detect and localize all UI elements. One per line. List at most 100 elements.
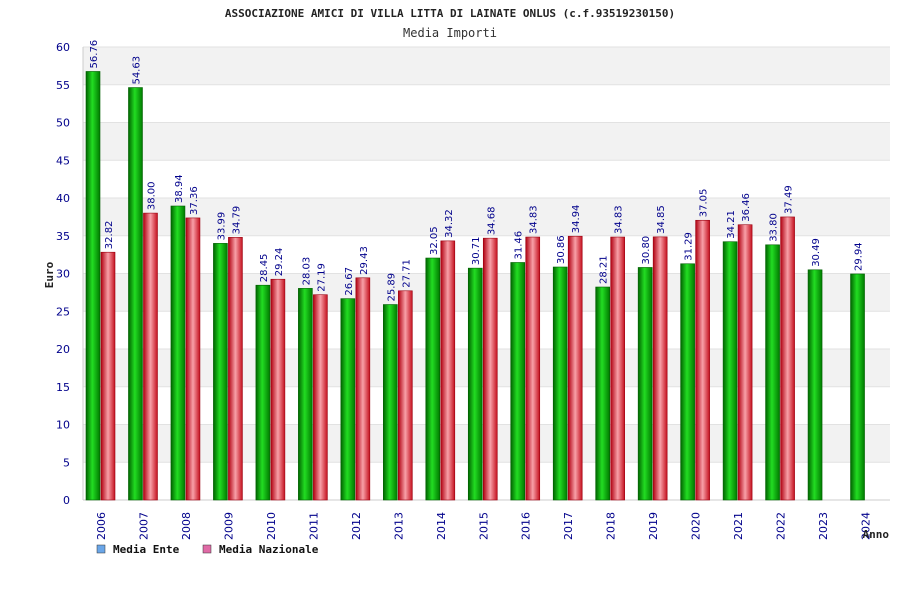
x-tick-label: 2010 xyxy=(265,512,278,540)
bar-media-nazionale-2010 xyxy=(270,278,286,501)
data-label: 29.24 xyxy=(274,248,285,277)
data-label: 30.80 xyxy=(641,236,652,265)
grid-band xyxy=(83,122,890,161)
data-label: 30.86 xyxy=(556,235,567,264)
bar-media-ente-2007 xyxy=(128,87,143,501)
bars xyxy=(85,71,865,501)
y-tick-label: 5 xyxy=(63,456,70,469)
x-tick-label: 2014 xyxy=(435,512,448,540)
data-label: 30.71 xyxy=(471,236,482,265)
y-tick-label: 10 xyxy=(56,419,70,432)
bar-media-nazionale-2020 xyxy=(695,219,710,501)
y-tick-label: 30 xyxy=(56,268,70,281)
data-label: 37.49 xyxy=(784,185,795,214)
x-tick-label: 2006 xyxy=(95,512,108,540)
x-tick-label: 2017 xyxy=(562,512,575,540)
y-tick-label: 45 xyxy=(56,154,70,167)
bar-media-nazionale-2011 xyxy=(313,294,328,501)
x-axis-label: Anno xyxy=(863,528,890,541)
bar-media-ente-2018 xyxy=(595,286,610,501)
data-label: 34.94 xyxy=(571,205,582,234)
x-tick-label: 2008 xyxy=(180,512,193,540)
bar-media-nazionale-2012 xyxy=(355,277,371,501)
data-label: 28.03 xyxy=(301,257,312,286)
data-label: 34.68 xyxy=(486,207,497,236)
data-label: 34.83 xyxy=(614,205,625,234)
bar-media-nazionale-2018 xyxy=(610,236,625,501)
x-tick-label: 2024 xyxy=(860,512,873,540)
data-labels: 56.76 32.82 54.63 38.00 38.94 37.36 33.99 34.79… xyxy=(89,40,865,302)
data-label: 38.00 xyxy=(146,181,157,210)
bar-media-ente-2020 xyxy=(680,263,695,501)
data-label: 54.63 xyxy=(131,56,142,85)
y-tick-label: 20 xyxy=(56,343,70,356)
data-label: 33.80 xyxy=(769,213,780,242)
bar-media-nazionale-2008 xyxy=(185,217,201,501)
x-tick-label: 2011 xyxy=(307,512,320,540)
data-label: 26.67 xyxy=(344,267,355,296)
y-tick-label: 60 xyxy=(56,41,70,54)
data-label: 36.46 xyxy=(741,193,752,222)
grid-band xyxy=(83,198,890,236)
grid-band xyxy=(83,160,890,198)
bar-media-nazionale-2014 xyxy=(440,240,456,501)
data-label: 34.32 xyxy=(444,209,455,238)
y-tick-label: 0 xyxy=(63,494,70,507)
bar-media-ente-2019 xyxy=(637,267,653,501)
bar-media-ente-2022 xyxy=(765,244,780,501)
data-label: 28.45 xyxy=(259,254,270,283)
x-tick-label: 2018 xyxy=(605,512,618,540)
legend-label-media-ente: Media Ente xyxy=(113,543,180,556)
legend-swatch-media-ente xyxy=(96,544,106,554)
y-tick-label: 25 xyxy=(56,305,70,318)
y-axis: 0 5 10 15 20 25 30 35 40 45 50 55 60 xyxy=(56,41,84,507)
data-label: 25.89 xyxy=(386,273,397,302)
grid-band xyxy=(83,47,890,85)
x-tick-label: 2007 xyxy=(137,512,150,540)
data-label: 37.05 xyxy=(699,189,710,218)
y-tick-label: 15 xyxy=(56,381,70,394)
bar-media-ente-2009 xyxy=(213,243,228,501)
data-label: 37.36 xyxy=(189,186,200,215)
bar-media-nazionale-2009 xyxy=(228,237,243,501)
chart-title: ASSOCIAZIONE AMICI DI VILLA LITTA DI LAI… xyxy=(225,7,675,20)
bar-media-nazionale-2017 xyxy=(567,235,583,501)
bar-media-nazionale-2007 xyxy=(143,212,158,501)
data-label: 32.82 xyxy=(104,221,115,250)
data-label: 34.83 xyxy=(529,205,540,234)
x-tick-label: 2023 xyxy=(817,512,830,540)
grid-band xyxy=(83,84,890,123)
bar-media-ente-2017 xyxy=(552,266,568,501)
bar-media-ente-2011 xyxy=(298,288,313,501)
data-label: 38.94 xyxy=(174,174,185,203)
x-axis: 2006 2007 2008 2009 2010 2011 2012 2013 2014 2015… xyxy=(83,499,890,540)
legend-swatch-media-nazionale xyxy=(202,544,212,554)
data-label: 27.19 xyxy=(316,263,327,292)
bar-media-ente-2015 xyxy=(467,267,483,501)
x-tick-label: 2015 xyxy=(477,512,490,540)
data-label: 29.94 xyxy=(854,242,865,271)
bar-media-nazionale-2016 xyxy=(525,236,541,501)
bar-media-ente-2016 xyxy=(510,262,526,501)
x-tick-label: 2021 xyxy=(732,512,745,540)
y-tick-label: 40 xyxy=(56,192,70,205)
data-label: 31.46 xyxy=(514,231,525,260)
bar-media-nazionale-2013 xyxy=(398,290,413,501)
data-label: 32.05 xyxy=(429,226,440,255)
bar-media-nazionale-2019 xyxy=(652,236,668,501)
x-tick-label: 2009 xyxy=(222,512,235,540)
x-tick-label: 2019 xyxy=(647,512,660,540)
bar-media-nazionale-2021 xyxy=(737,224,753,501)
bar-media-nazionale-2006 xyxy=(100,251,116,501)
chart-subtitle: Media Importi xyxy=(403,26,497,40)
x-tick-label: 2012 xyxy=(350,512,363,540)
y-axis-label: Euro xyxy=(43,261,56,288)
data-label: 34.85 xyxy=(656,205,667,234)
bar-media-ente-2010 xyxy=(255,284,271,501)
x-tick-label: 2020 xyxy=(690,512,703,540)
bar-media-ente-2023 xyxy=(807,269,823,501)
data-label: 31.29 xyxy=(684,232,695,261)
bar-media-ente-2008 xyxy=(170,205,186,501)
bar-media-ente-2006 xyxy=(85,71,101,501)
